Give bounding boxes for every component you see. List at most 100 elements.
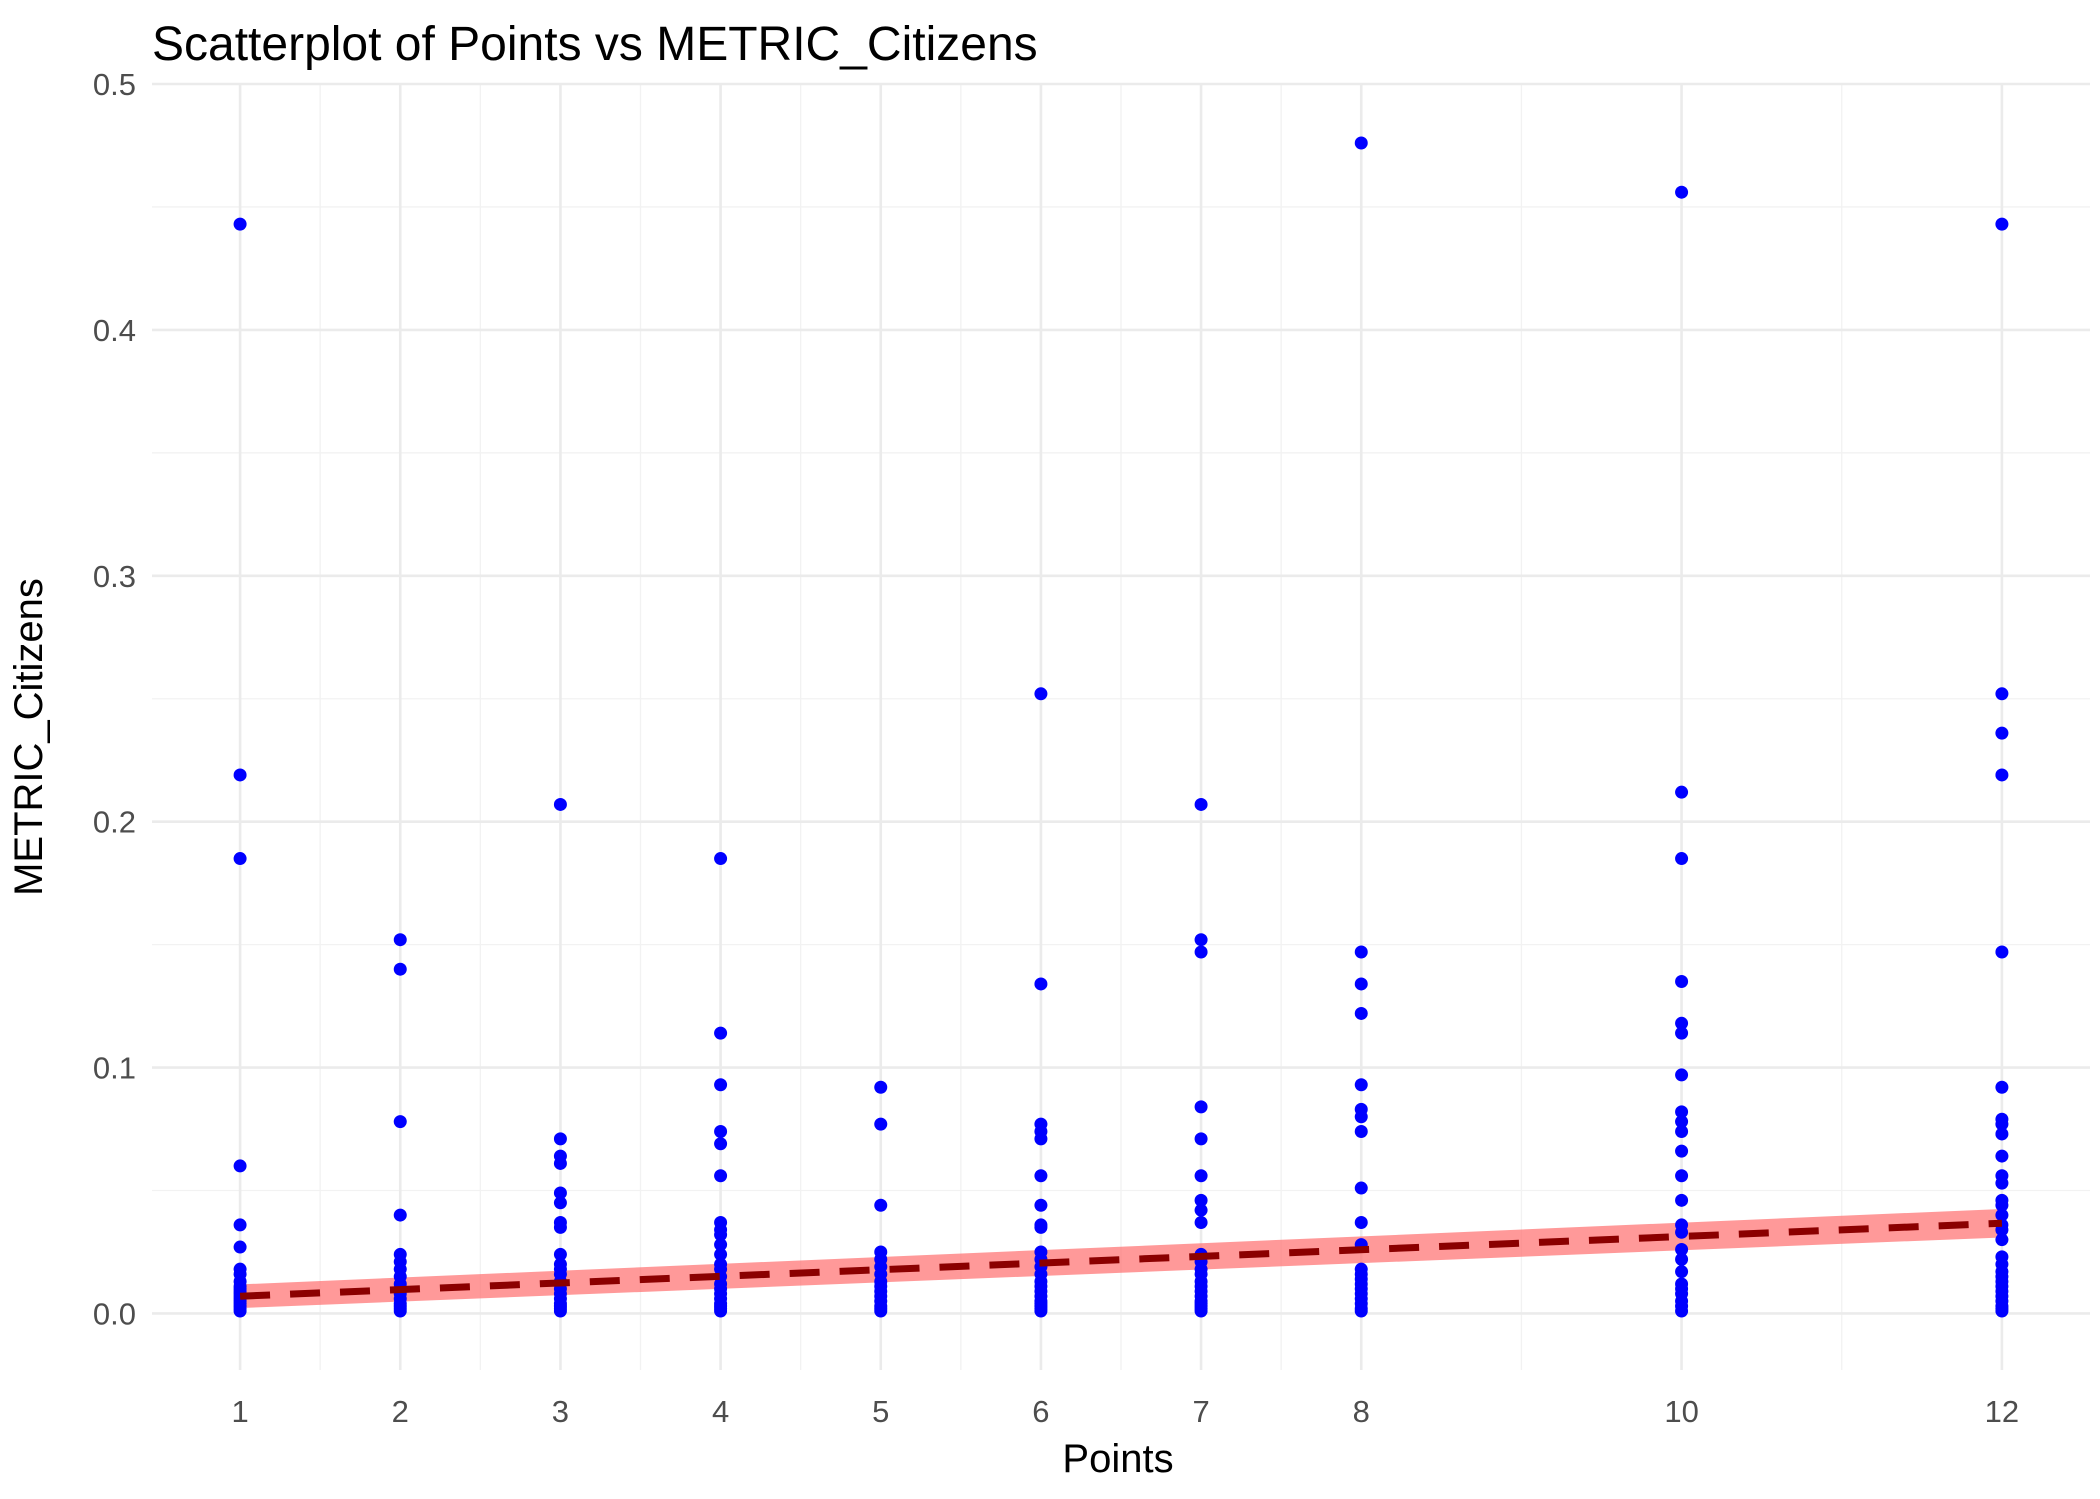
data-point [1675,1144,1689,1158]
data-point [714,1026,728,1040]
y-tick-label: 0.4 [93,313,136,348]
y-tick-label: 0.1 [93,1051,136,1086]
data-point [1034,1304,1048,1318]
data-point [1034,1169,1048,1183]
x-tick-label: 2 [392,1394,409,1429]
data-point [714,852,728,866]
data-point [393,1208,407,1222]
chart-title: Scatterplot of Points vs METRIC_Citizens [152,18,1038,71]
data-point [553,1220,567,1234]
data-point [1034,977,1048,991]
data-point [1995,1149,2009,1163]
x-axis-tick-labels: 1 2 3 4 5 6 7 8 10 12 [231,1394,2019,1429]
x-tick-label: 5 [872,1394,889,1429]
data-point [1675,1124,1689,1138]
data-point [1354,1110,1368,1124]
data-point [1675,1105,1689,1119]
data-point [1995,726,2009,740]
data-point [1354,945,1368,959]
x-tick-label: 12 [1985,1394,2019,1429]
data-point [1675,1068,1689,1082]
data-point [1995,945,2009,959]
data-point [233,852,247,866]
data-point [1675,185,1689,199]
data-points [233,136,2009,1318]
data-point [1675,1243,1689,1257]
data-point [1354,977,1368,991]
data-point [1995,1080,2009,1094]
data-point [1675,1115,1689,1129]
data-point [1995,1127,2009,1141]
data-point [1675,1304,1689,1318]
data-point [1995,1233,2009,1247]
data-point [233,1240,247,1254]
y-tick-label: 0.5 [93,67,136,102]
data-point [1995,1208,2009,1222]
data-point [1034,1220,1048,1234]
x-tick-label: 4 [712,1394,729,1429]
data-point [1354,1124,1368,1138]
y-tick-label: 0.2 [93,805,136,840]
data-point [874,1198,888,1212]
y-axis-title: METRIC_Citizens [7,578,51,896]
trend-line [239,1219,2003,1300]
data-point [1194,945,1208,959]
data-point [1034,687,1048,701]
data-point [1194,797,1208,811]
x-tick-label: 3 [552,1394,569,1429]
y-tick-label: 0.0 [93,1296,136,1331]
data-point [1675,785,1689,799]
data-point [553,1156,567,1170]
data-point [874,1117,888,1131]
data-point [1995,1176,2009,1190]
data-point [1354,1181,1368,1195]
data-point [233,1159,247,1173]
data-point [553,1196,567,1210]
data-point [1675,1169,1689,1183]
data-point [393,962,407,976]
x-tick-label: 6 [1032,1394,1049,1429]
data-point [714,1137,728,1151]
data-point [1194,1100,1208,1114]
data-point [1675,852,1689,866]
data-point [553,1186,567,1200]
data-point [1995,687,2009,701]
data-point [874,1080,888,1094]
data-point [553,1132,567,1146]
data-point [553,797,567,811]
trend-line-group [239,1219,2003,1300]
data-point [1995,217,2009,231]
data-point [1194,1203,1208,1217]
data-point [714,1238,728,1252]
data-point [1675,1225,1689,1239]
data-point [1995,768,2009,782]
data-point [393,1304,407,1318]
data-point [1194,1132,1208,1146]
data-point [1675,974,1689,988]
data-point [714,1228,728,1242]
x-tick-label: 7 [1192,1394,1209,1429]
data-point [1034,1132,1048,1146]
data-point [1354,136,1368,150]
y-tick-label: 0.3 [93,559,136,594]
data-point [1194,933,1208,947]
data-point [714,1124,728,1138]
data-point [233,1218,247,1232]
data-point [1995,1198,2009,1212]
data-point [714,1078,728,1092]
major-gridlines [152,82,2090,1370]
data-point [1194,1304,1208,1318]
y-axis-tick-labels: 0.0 0.1 0.2 0.3 0.4 0.5 [93,67,136,1331]
data-point [714,1247,728,1261]
data-point [553,1304,567,1318]
data-point [1354,1006,1368,1020]
data-point [1675,1193,1689,1207]
data-point [233,768,247,782]
data-point [233,217,247,231]
x-tick-label: 1 [231,1394,248,1429]
data-point [714,1169,728,1183]
confidence-band-area [240,1208,2002,1309]
data-point [393,933,407,947]
